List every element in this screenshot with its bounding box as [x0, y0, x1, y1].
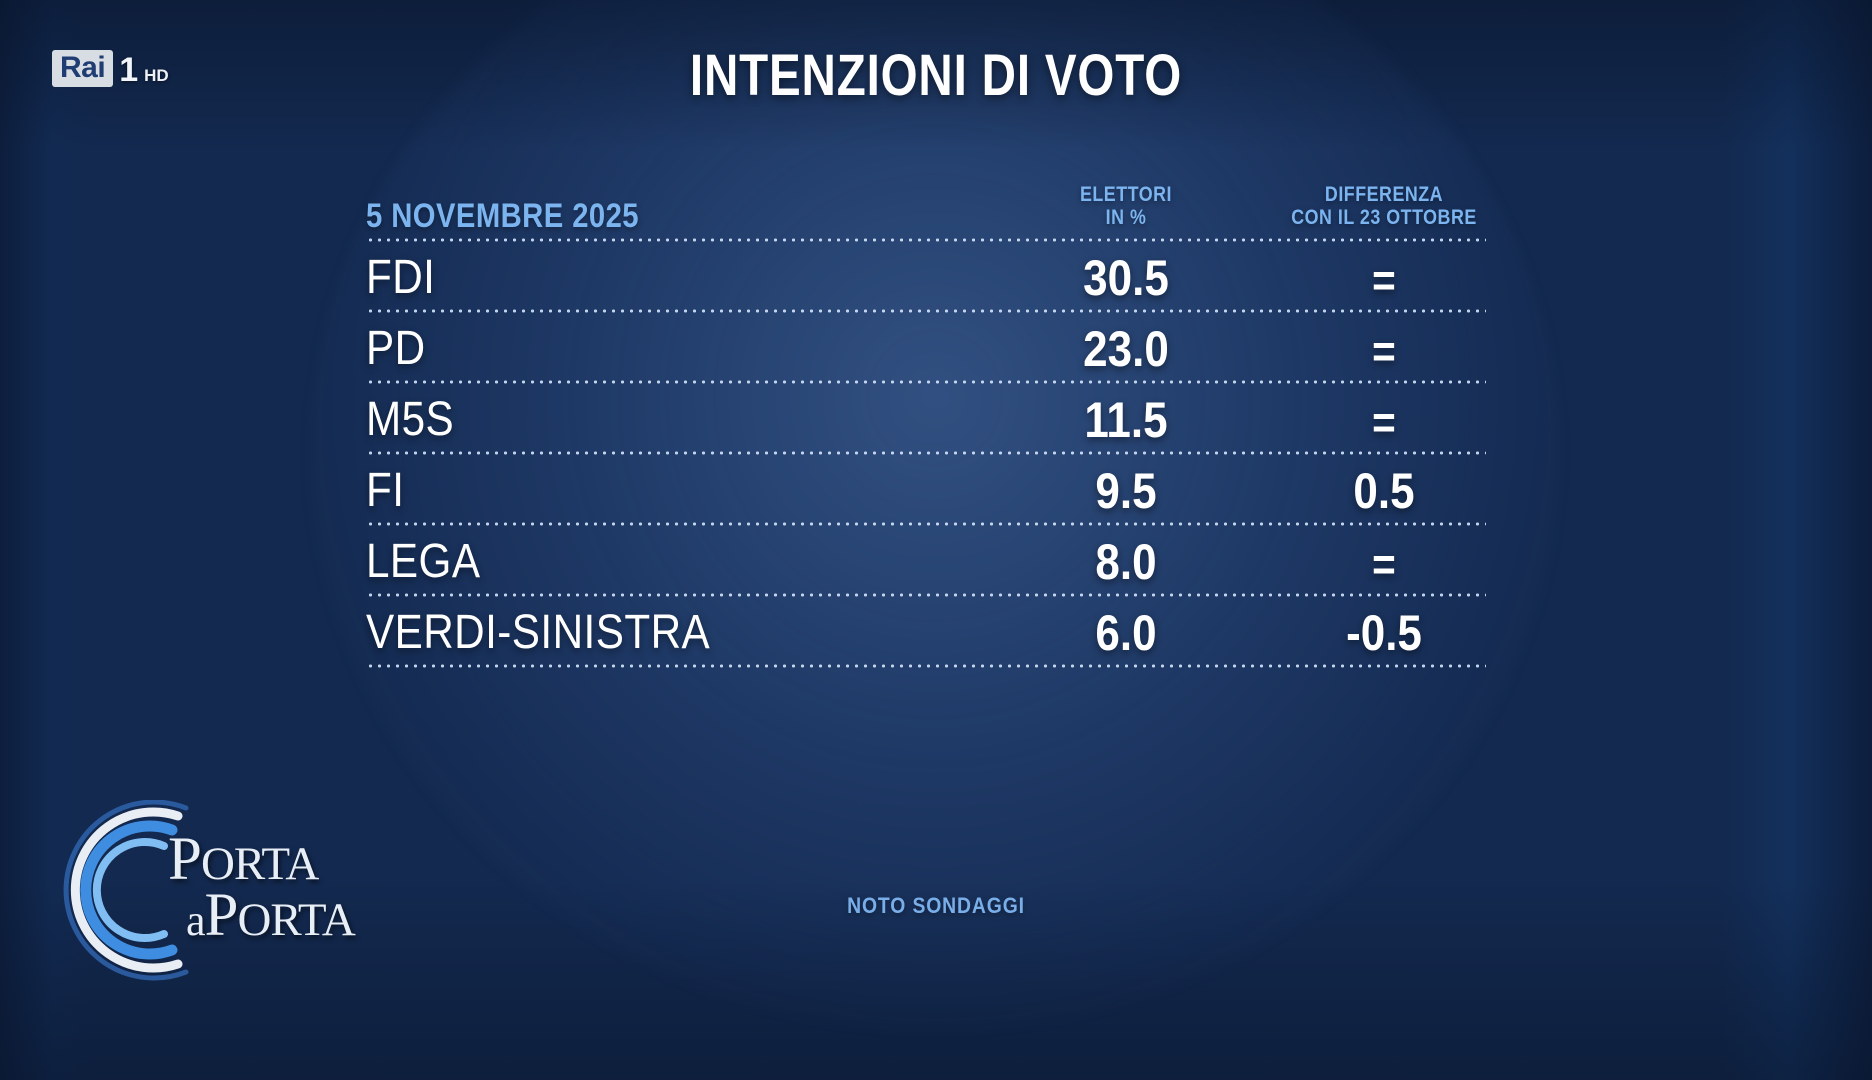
party-percent: 6.0 — [1095, 605, 1157, 661]
poll-table: 5 NOVEMBRE 2025 ELETTORI IN % DIFFERENZA… — [366, 176, 1486, 668]
page-title: INTENZIONI DI VOTO — [689, 43, 1183, 108]
party-difference: = — [1372, 254, 1396, 306]
porta-a-porta-arc-icon — [63, 800, 189, 981]
party-difference: -0.5 — [1346, 605, 1422, 661]
party-percent: 23.0 — [1083, 321, 1169, 377]
poll-date: 5 NOVEMBRE 2025 — [366, 197, 639, 235]
party-name: PD — [366, 322, 426, 375]
party-name: M5S — [366, 393, 455, 446]
channel-logo: Rai 1 HD — [52, 50, 169, 87]
party-percent: 30.5 — [1083, 250, 1169, 306]
party-difference: = — [1372, 396, 1396, 448]
show-logo-line2: aPORTA — [186, 882, 356, 950]
center-glow — [310, 0, 1560, 1030]
table-row: FDI 30.5 = — [366, 242, 1486, 309]
table-row: VERDI-SINISTRA 6.0 -0.5 — [366, 597, 1486, 664]
source-credit: NOTO SONDAGGI — [847, 893, 1025, 918]
row-divider — [366, 380, 1486, 384]
row-divider — [366, 238, 1486, 242]
party-difference: 0.5 — [1353, 463, 1415, 519]
rai-logo-box: Rai — [52, 50, 114, 87]
row-divider — [366, 451, 1486, 455]
table-row: LEGA 8.0 = — [366, 526, 1486, 593]
row-divider — [366, 309, 1486, 313]
row-divider — [366, 664, 1486, 668]
party-name: LEGA — [366, 535, 481, 588]
party-percent: 8.0 — [1095, 534, 1157, 590]
party-name: FI — [366, 464, 405, 517]
column-header-percent-line2: IN % — [1105, 206, 1147, 230]
show-logo: PORTA aPORTA — [60, 800, 380, 990]
party-difference: = — [1372, 538, 1396, 590]
rai-wordmark: Rai — [60, 51, 106, 84]
column-header-difference-line1: DIFFERENZA — [1324, 182, 1444, 206]
show-logo-text: PORTA aPORTA — [168, 826, 356, 950]
column-header-percent: ELETTORI IN % — [1024, 183, 1228, 230]
column-header-percent-line1: ELETTORI — [1079, 182, 1173, 206]
table-row: M5S 11.5 = — [366, 384, 1486, 451]
table-row: PD 23.0 = — [366, 313, 1486, 380]
bottom-vignette — [0, 880, 1872, 1080]
row-divider — [366, 522, 1486, 526]
table-header: 5 NOVEMBRE 2025 ELETTORI IN % DIFFERENZA… — [366, 176, 1486, 238]
party-percent: 11.5 — [1084, 392, 1168, 448]
channel-number: 1 — [119, 51, 139, 89]
party-name: FDI — [366, 251, 436, 304]
party-name: VERDI-SINISTRA — [366, 606, 711, 659]
column-header-difference: DIFFERENZA CON IL 23 OTTOBRE — [1257, 183, 1512, 230]
table-row: FI 9.5 0.5 — [366, 455, 1486, 522]
party-difference: = — [1372, 325, 1396, 377]
top-vignette — [0, 0, 1872, 150]
hd-badge: HD — [144, 66, 169, 85]
show-logo-line1: PORTA — [168, 826, 319, 893]
column-header-difference-line2: CON IL 23 OTTOBRE — [1291, 206, 1477, 230]
party-percent: 9.5 — [1095, 463, 1157, 519]
row-divider — [366, 593, 1486, 597]
